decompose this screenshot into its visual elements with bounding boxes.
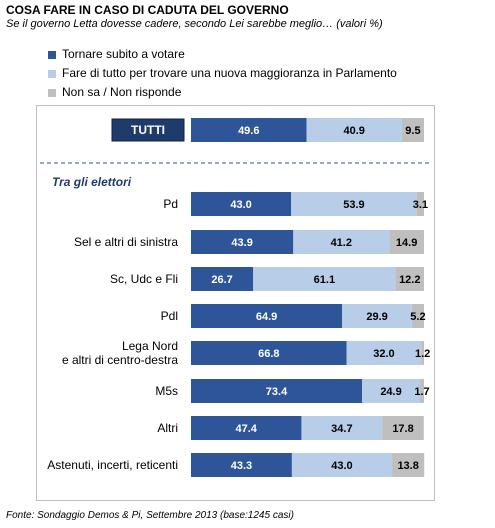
data-label: 61.1 <box>314 274 335 286</box>
data-label: 29.9 <box>366 311 387 323</box>
data-label: 41.2 <box>331 237 352 249</box>
bar-segment <box>395 267 424 291</box>
data-label: 43.3 <box>231 460 252 472</box>
data-label: 26.7 <box>211 274 232 286</box>
category-label: TUTTI <box>131 123 165 137</box>
source-footnote: Fonte: Sondaggio Demos & Pi, Settembre 2… <box>6 510 294 521</box>
category-box-tutti <box>111 118 185 142</box>
legend-swatch-dontknow <box>48 89 56 97</box>
category-label: Altri <box>157 421 178 435</box>
chart-subtitle: Se il governo Letta dovesse cadere, seco… <box>6 18 383 30</box>
category-label: Astenuti, incerti, reticenti <box>47 458 178 472</box>
data-label: 5.2 <box>410 311 425 323</box>
bar-segment <box>362 379 421 403</box>
data-label: 43.0 <box>331 460 352 472</box>
bar-segment <box>346 341 422 365</box>
bar-segment <box>401 118 424 142</box>
legend-label-dontknow: Non sa / Non risponde <box>62 85 182 99</box>
data-label: 43.0 <box>230 199 251 211</box>
bar-segment <box>411 304 424 328</box>
bar-segment <box>416 192 424 216</box>
data-label: 64.9 <box>256 311 277 323</box>
data-label: 40.9 <box>344 125 365 137</box>
data-label: 9.5 <box>405 125 420 137</box>
chart-title: COSA FARE IN CASO DI CADUTA DEL GOVERNO <box>6 3 289 17</box>
data-label: 49.6 <box>238 125 259 137</box>
data-label: 32.0 <box>373 348 394 360</box>
data-label: 17.8 <box>392 423 413 435</box>
bar-segment <box>191 192 292 216</box>
bar-segment <box>306 118 402 142</box>
bar-segment <box>191 453 292 477</box>
data-label: 13.8 <box>397 460 418 472</box>
category-label: M5s <box>155 384 178 398</box>
bar-segment <box>191 267 254 291</box>
data-label: 34.7 <box>331 423 352 435</box>
bar-segment <box>191 118 307 142</box>
category-label: Pdl <box>161 309 178 323</box>
legend-swatch-vote <box>48 51 56 59</box>
plot-frame <box>36 105 435 501</box>
data-label: 53.9 <box>343 199 364 211</box>
data-label: 43.9 <box>231 237 252 249</box>
bar-segment <box>253 267 396 291</box>
data-label: 14.9 <box>396 237 417 249</box>
bar-segment <box>191 230 294 254</box>
data-label: 73.4 <box>266 386 288 398</box>
legend-label-vote: Tornare subito a votare <box>62 47 185 61</box>
data-label: 1.2 <box>415 348 430 360</box>
category-label: Pd <box>163 197 178 211</box>
category-label: Sc, Udc e Fli <box>110 272 178 286</box>
bar-segment <box>421 341 424 365</box>
legend-swatch-majority <box>48 70 56 78</box>
bar-segment <box>392 453 425 477</box>
data-label: 24.9 <box>380 386 401 398</box>
legend-label-majority: Fare di tutto per trovare una nuova magg… <box>62 66 397 80</box>
bar-segment <box>382 416 424 440</box>
bar-segment <box>389 230 424 254</box>
bar-segment <box>291 453 393 477</box>
bar-segment <box>191 304 343 328</box>
bar-segment <box>191 341 347 365</box>
category-label: Sel e altri di sinistra <box>74 235 178 249</box>
section-label: Tra gli elettori <box>52 175 132 189</box>
bar-segment <box>291 192 417 216</box>
data-label: 1.7 <box>414 386 429 398</box>
bar-segment <box>301 416 383 440</box>
bar-segment <box>191 379 363 403</box>
category-label: Lega Nord e altri di centro-destra <box>62 339 178 367</box>
bar-segment <box>342 304 412 328</box>
data-label: 12.2 <box>399 274 420 286</box>
data-label: 47.4 <box>236 423 258 435</box>
data-label: 66.8 <box>258 348 279 360</box>
data-label: 3.1 <box>413 199 428 211</box>
bar-segment <box>420 379 424 403</box>
bar-segment <box>293 230 390 254</box>
bar-segment <box>191 416 302 440</box>
